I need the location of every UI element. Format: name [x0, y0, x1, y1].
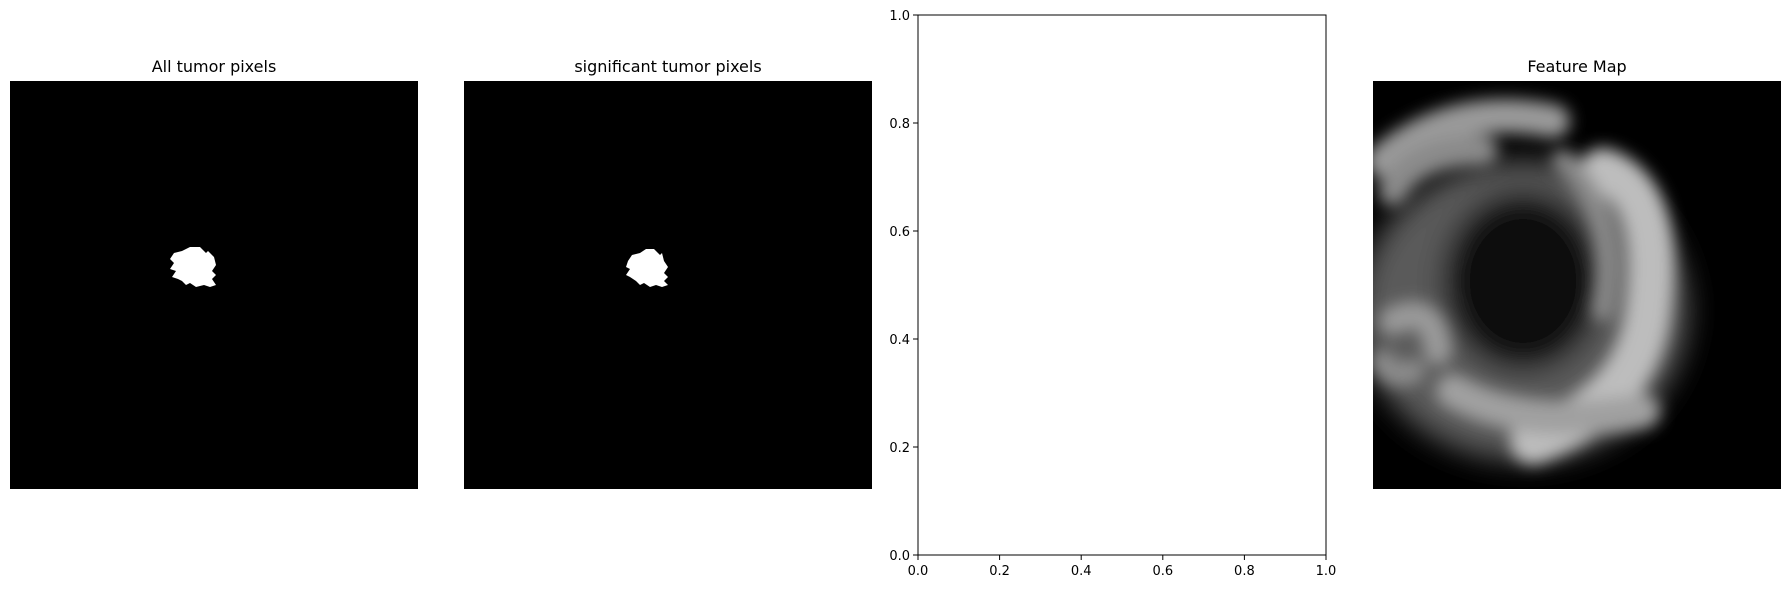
x-tick-label: 1.0 [1316, 564, 1337, 579]
x-axis-ticks: 0.0 0.2 0.4 0.6 0.8 1.0 [908, 555, 1337, 579]
y-tick-label: 0.8 [889, 117, 910, 132]
all-tumor-mask-image [10, 81, 418, 489]
y-tick-label: 0.4 [889, 333, 910, 348]
x-tick-label: 0.0 [908, 564, 929, 579]
tumor-blob-graphic [626, 249, 668, 287]
feature-map-title: Feature Map [1527, 57, 1627, 76]
x-tick-label: 0.2 [989, 564, 1010, 579]
feature-map-image [1373, 81, 1781, 489]
tumor-blob-graphic [170, 247, 216, 287]
y-tick-label: 0.6 [889, 225, 910, 240]
feature-map-graphic [1373, 81, 1781, 489]
significant-tumor-mask-image [464, 81, 872, 489]
y-tick-label: 0.0 [889, 549, 910, 564]
x-tick-label: 0.8 [1234, 564, 1255, 579]
y-tick-label: 0.2 [889, 441, 910, 456]
y-axis-ticks: 0.0 0.2 0.4 0.6 0.8 1.0 [889, 9, 918, 564]
significant-tumor-title: significant tumor pixels [574, 57, 762, 76]
all-tumor-title: All tumor pixels [151, 57, 277, 76]
y-tick-label: 1.0 [889, 9, 910, 24]
x-tick-label: 0.6 [1152, 564, 1173, 579]
plot-area-frame [917, 14, 1327, 556]
x-tick-label: 0.4 [1071, 564, 1092, 579]
